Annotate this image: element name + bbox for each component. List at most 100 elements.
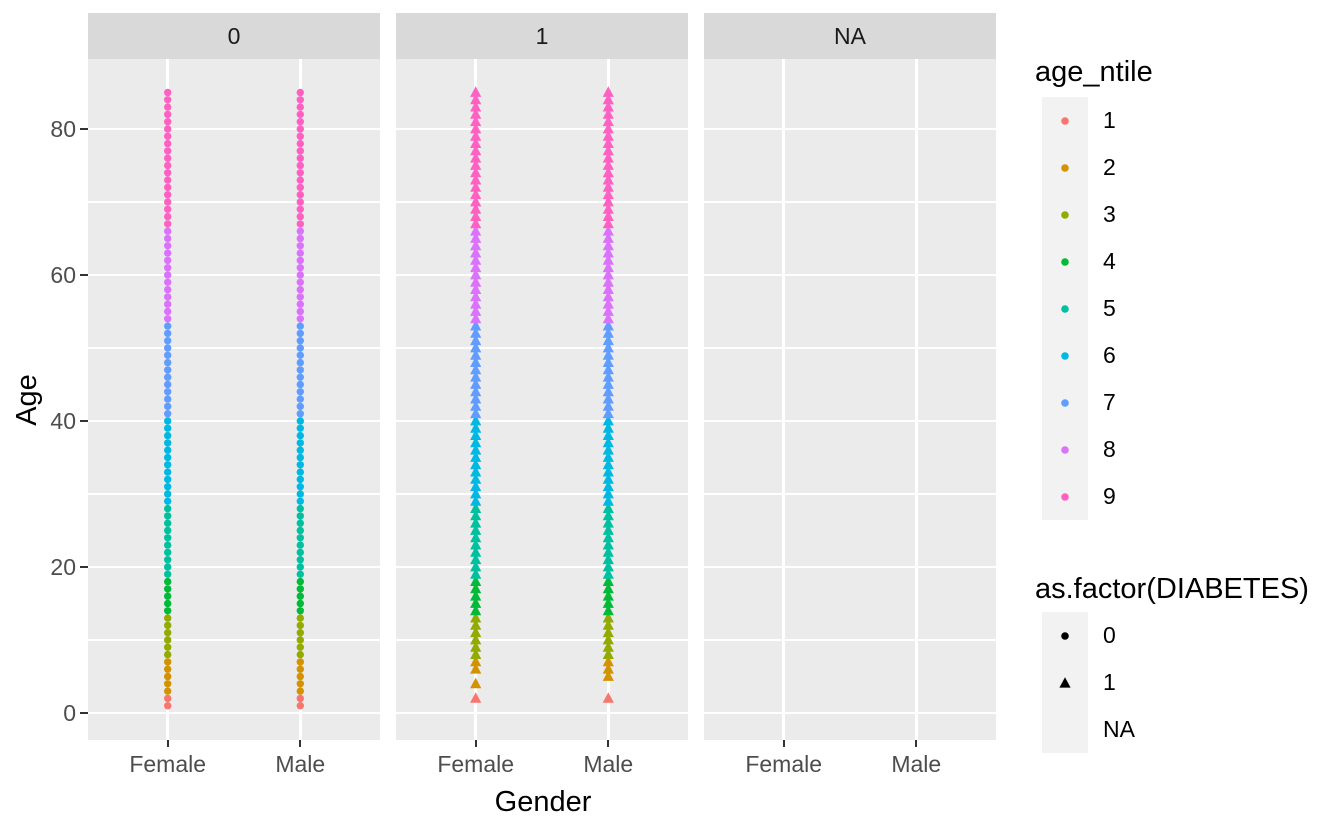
column-0-male (296, 88, 304, 710)
x-tick-label-1-female: Female (437, 751, 515, 777)
color-legend-label-6: 6 (1103, 342, 1116, 368)
facet-strip-1: 1 (396, 13, 688, 59)
minor-gridline-y50 (88, 347, 380, 349)
column-1-male (602, 86, 614, 703)
x-tick-mark-NA-male (915, 740, 918, 747)
major-gridline-y60 (88, 273, 380, 277)
column-1-female (470, 86, 482, 703)
major-gridline-y40 (396, 419, 688, 423)
minor-gridline-y30 (88, 493, 380, 495)
points-layer-facet-1 (470, 86, 614, 703)
x-tick-label-0-female: Female (129, 751, 207, 777)
color-dot-icon (1061, 351, 1069, 360)
minor-gridline-y10 (396, 639, 688, 641)
major-gridline-y60 (704, 273, 996, 277)
minor-gridline-y30 (704, 493, 996, 495)
color-legend-label-3: 3 (1103, 201, 1116, 227)
color-legend-label-2: 2 (1103, 154, 1116, 180)
color-legend-label-1: 1 (1103, 107, 1116, 133)
color-dot-icon (1061, 116, 1069, 125)
column-0-female (164, 88, 172, 710)
minor-gridline-y70 (88, 201, 380, 203)
color-dot-icon (1061, 304, 1069, 313)
major-gridline-y20 (704, 565, 996, 569)
color-legend-label-5: 5 (1103, 295, 1116, 321)
major-gridline-y80 (396, 127, 688, 131)
points-layer-facet-NA (704, 59, 996, 740)
major-gridline-x-male (915, 59, 918, 740)
major-gridline-y0 (88, 711, 380, 715)
x-axis-title: Gender (494, 786, 592, 818)
facet-panel-0 (88, 59, 380, 740)
major-gridline-y80 (88, 127, 380, 131)
color-legend-title: age_ntile (1035, 56, 1153, 88)
x-tick-label-NA-male: Male (891, 751, 942, 777)
shape-legend-label-NA: NA (1103, 716, 1135, 742)
major-gridline-y40 (88, 419, 380, 423)
color-legend-label-9: 9 (1103, 483, 1116, 509)
y-tick-label-60: 60 (50, 262, 76, 288)
color-dot-icon (1061, 492, 1069, 501)
minor-gridline-y10 (704, 639, 996, 641)
y-tick-label-20: 20 (50, 554, 76, 580)
color-legend-label-8: 8 (1103, 436, 1116, 462)
x-tick-mark-0-male (299, 740, 302, 747)
major-gridline-y40 (704, 419, 996, 423)
color-dot-icon (1061, 210, 1069, 219)
triangle-glyph-icon (1059, 676, 1071, 688)
color-dot-icon (1061, 445, 1069, 454)
minor-gridline-y70 (704, 201, 996, 203)
shape-legend-key-NA (1042, 706, 1088, 753)
major-gridline-y60 (396, 273, 688, 277)
major-gridline-y20 (88, 565, 380, 569)
x-tick-label-1-male: Male (583, 751, 634, 777)
points-layer-facet-0 (164, 88, 304, 710)
color-dot-icon (1061, 163, 1069, 172)
y-tick-mark-20 (80, 565, 88, 569)
color-legend-key-7 (1042, 379, 1088, 426)
major-gridline-y0 (704, 711, 996, 715)
color-legend-key-6 (1042, 332, 1088, 379)
color-legend-label-7: 7 (1103, 389, 1116, 415)
color-legend-key-4 (1042, 238, 1088, 285)
facet-panel-NA (704, 59, 996, 740)
facet-strip-NA: NA (704, 13, 996, 59)
shape-legend-key-0 (1042, 612, 1088, 659)
shape-legend-title: as.factor(DIABETES) (1035, 573, 1309, 605)
minor-gridline-y50 (396, 347, 688, 349)
y-tick-label-40: 40 (50, 408, 76, 434)
color-legend-key-1 (1042, 97, 1088, 144)
minor-gridline-y10 (88, 639, 380, 641)
y-tick-mark-40 (80, 419, 88, 423)
y-tick-mark-80 (80, 127, 88, 131)
color-dot-icon (1061, 257, 1069, 266)
minor-gridline-y50 (704, 347, 996, 349)
major-gridline-y20 (396, 565, 688, 569)
facet-panel-1 (396, 59, 688, 740)
shape-legend-key-1 (1042, 659, 1088, 706)
color-legend-key-5 (1042, 285, 1088, 332)
major-gridline-x-female (782, 59, 785, 740)
color-dot-icon (1061, 398, 1069, 407)
major-gridline-y0 (396, 711, 688, 715)
y-tick-mark-60 (80, 273, 88, 277)
y-tick-label-0: 0 (63, 700, 76, 726)
color-legend-key-2 (1042, 144, 1088, 191)
color-legend-label-4: 4 (1103, 248, 1116, 274)
minor-gridline-y70 (396, 201, 688, 203)
color-legend-key-9 (1042, 473, 1088, 520)
shape-legend-label-1: 1 (1103, 669, 1116, 695)
color-legend-key-3 (1042, 191, 1088, 238)
x-tick-mark-1-female (474, 740, 477, 747)
circle-glyph-icon (1061, 631, 1069, 640)
minor-gridline-y30 (396, 493, 688, 495)
x-tick-mark-0-female (166, 740, 169, 747)
x-tick-label-0-male: Male (275, 751, 326, 777)
y-tick-label-80: 80 (50, 116, 76, 142)
major-gridline-y80 (704, 127, 996, 131)
x-tick-mark-1-male (607, 740, 610, 747)
x-tick-label-NA-female: Female (745, 751, 823, 777)
color-legend-key-8 (1042, 426, 1088, 473)
x-tick-mark-NA-female (782, 740, 785, 747)
